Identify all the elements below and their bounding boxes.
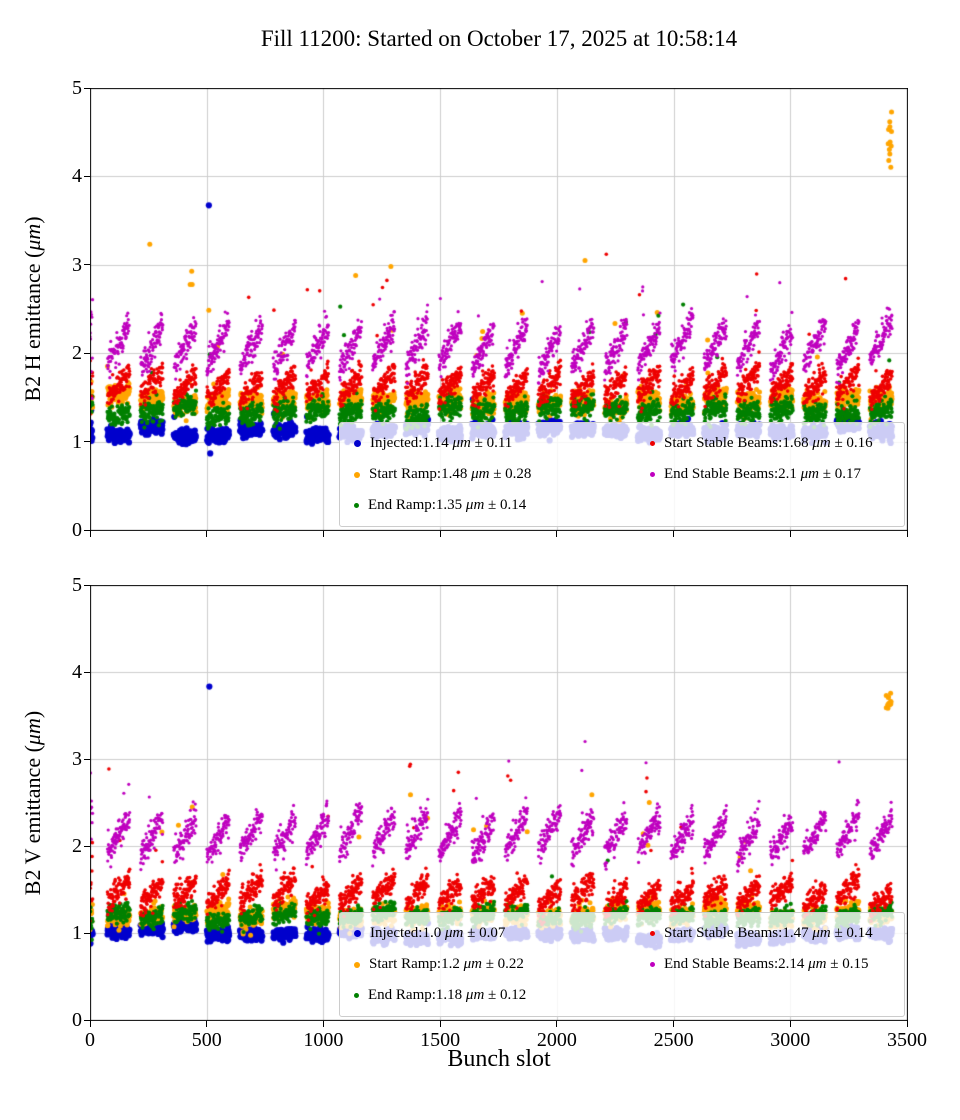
y-tick <box>84 264 90 266</box>
legend-entry-start-ramp: Start Ramp:1.2 μm ± 0.22 <box>354 949 650 980</box>
x-tick-label: 2000 <box>536 1029 577 1051</box>
legend-marker-start-ramp <box>354 471 360 478</box>
y-tick <box>84 175 90 177</box>
y-tick-label: 5 <box>72 77 82 99</box>
y-tick-label: 4 <box>72 661 82 683</box>
legend-label: Injected:1.0 μm ± 0.07 <box>370 925 506 941</box>
legend-label: End Ramp:1.18 μm ± 0.12 <box>368 987 527 1003</box>
x-tick-label: 3500 <box>887 1029 927 1051</box>
plot-area-v: Injected:1.0 μm ± 0.07 Start Ramp:1.2 μm… <box>72 574 927 1051</box>
y-axis-label-unit: μm <box>20 718 45 746</box>
legend-label: Start Ramp:1.2 μm ± 0.22 <box>369 956 524 972</box>
x-tick <box>322 1021 324 1027</box>
y-tick <box>84 758 90 760</box>
y-tick-label: 0 <box>72 519 82 541</box>
y-axis-label-text: B2 V emittance ( <box>20 745 45 896</box>
x-tick <box>556 531 558 537</box>
legend-column: Start Stable Beams:1.47 μm ± 0.14 End St… <box>650 918 898 1011</box>
y-tick-label: 2 <box>72 835 82 857</box>
x-tick-label: 2500 <box>653 1029 694 1051</box>
legend-v: Injected:1.0 μm ± 0.07 Start Ramp:1.2 μm… <box>339 912 905 1017</box>
x-tick <box>673 1021 675 1027</box>
y-axis-label-h: B2 H emittance (μm) <box>20 216 46 401</box>
legend-column: Start Stable Beams:1.68 μm ± 0.16 End St… <box>650 428 898 521</box>
y-axis-label-v: B2 V emittance (μm) <box>20 711 46 895</box>
legend-entry-start-stable: Start Stable Beams:1.68 μm ± 0.16 <box>650 428 898 459</box>
legend-column: Injected:1.14 μm ± 0.11 Start Ramp:1.48 … <box>354 428 650 521</box>
legend-column: Injected:1.0 μm ± 0.07 Start Ramp:1.2 μm… <box>354 918 650 1011</box>
x-tick <box>673 531 675 537</box>
legend-entry-end-stable: End Stable Beams:2.14 μm ± 0.15 <box>650 949 898 980</box>
legend-marker-injected <box>354 440 361 447</box>
x-tick-label: 0 <box>85 1029 95 1051</box>
legend-marker-start-stable <box>650 931 655 936</box>
legend-marker-end-ramp <box>354 993 359 998</box>
y-tick-label: 1 <box>72 430 82 453</box>
x-tick <box>439 1021 441 1027</box>
x-tick <box>206 1021 208 1027</box>
legend-h: Injected:1.14 μm ± 0.11 Start Ramp:1.48 … <box>339 422 905 527</box>
y-tick-label: 2 <box>72 342 82 365</box>
legend-entry-start-stable: Start Stable Beams:1.47 μm ± 0.14 <box>650 918 898 949</box>
legend-entry-end-ramp: End Ramp:1.18 μm ± 0.12 <box>354 980 650 1011</box>
x-tick-label: 1500 <box>420 1029 461 1051</box>
legend-entry-injected: Injected:1.14 μm ± 0.11 <box>354 428 650 459</box>
y-tick-label: 3 <box>72 748 82 770</box>
x-tick-label: 500 <box>191 1029 222 1051</box>
figure-title: Fill 11200: Started on October 17, 2025 … <box>260 26 738 51</box>
y-axis-label-unit: μm <box>20 223 45 251</box>
x-tick <box>789 1021 791 1027</box>
legend-marker-start-ramp <box>354 961 360 968</box>
y-tick-label: 5 <box>72 574 82 596</box>
y-tick <box>84 584 90 586</box>
x-tick <box>906 1021 908 1027</box>
y-tick <box>84 87 90 89</box>
y-tick-label: 1 <box>72 922 82 944</box>
x-tick-label: 3000 <box>770 1029 811 1051</box>
y-axis-label-text: B2 H emittance ( <box>20 250 45 402</box>
plot-area-h: Injected:1.14 μm ± 0.11 Start Ramp:1.48 … <box>72 77 908 541</box>
legend-label: End Stable Beams:2.14 μm ± 0.15 <box>664 956 869 972</box>
x-tick <box>322 531 324 537</box>
legend-label: End Ramp:1.35 μm ± 0.14 <box>368 497 527 513</box>
x-tick <box>906 531 908 537</box>
legend-label: Start Stable Beams:1.47 μm ± 0.14 <box>664 925 873 941</box>
x-tick <box>206 531 208 537</box>
legend-entry-injected: Injected:1.0 μm ± 0.07 <box>354 918 650 949</box>
y-tick <box>84 671 90 673</box>
legend-marker-start-stable <box>650 441 655 446</box>
legend-entry-start-ramp: Start Ramp:1.48 μm ± 0.28 <box>354 459 650 490</box>
y-axis-label-suffix: ) <box>20 710 45 719</box>
x-tick-label: 1000 <box>303 1029 344 1051</box>
legend-entry-end-ramp: End Ramp:1.35 μm ± 0.14 <box>354 490 650 521</box>
legend-marker-end-stable <box>650 472 655 477</box>
legend-marker-end-stable <box>650 962 655 967</box>
y-tick <box>84 441 90 443</box>
y-tick-label: 3 <box>72 253 82 276</box>
y-tick <box>84 845 90 847</box>
legend-marker-end-ramp <box>354 503 359 508</box>
x-tick <box>789 531 791 537</box>
x-tick <box>439 531 441 537</box>
legend-marker-injected <box>354 930 361 937</box>
y-tick <box>84 1019 90 1021</box>
y-tick-label: 0 <box>72 1009 82 1031</box>
legend-label: Start Ramp:1.48 μm ± 0.28 <box>369 466 532 482</box>
y-tick <box>84 529 90 531</box>
legend-label: Start Stable Beams:1.68 μm ± 0.16 <box>664 435 873 451</box>
x-tick <box>89 1021 91 1027</box>
x-axis-label: Bunch slot <box>447 1046 551 1072</box>
y-tick <box>84 932 90 934</box>
legend-entry-end-stable: End Stable Beams:2.1 μm ± 0.17 <box>650 459 898 490</box>
y-tick-label: 4 <box>72 165 82 188</box>
x-tick <box>556 1021 558 1027</box>
legend-label: End Stable Beams:2.1 μm ± 0.17 <box>664 466 862 482</box>
legend-label: Injected:1.14 μm ± 0.11 <box>370 435 513 451</box>
x-tick <box>89 531 91 537</box>
y-tick <box>84 352 90 354</box>
y-axis-label-suffix: ) <box>20 216 45 224</box>
